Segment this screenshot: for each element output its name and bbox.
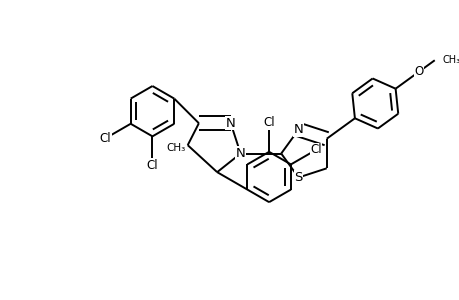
Text: Cl: Cl bbox=[263, 116, 274, 129]
Text: Cl: Cl bbox=[100, 132, 111, 145]
Text: CH₃: CH₃ bbox=[166, 143, 185, 153]
Text: N: N bbox=[235, 147, 245, 160]
Text: N: N bbox=[293, 123, 303, 136]
Text: S: S bbox=[294, 171, 302, 184]
Text: N: N bbox=[225, 117, 235, 130]
Text: Cl: Cl bbox=[146, 159, 158, 172]
Text: Cl: Cl bbox=[309, 143, 321, 156]
Text: CH₃: CH₃ bbox=[442, 55, 459, 65]
Text: O: O bbox=[414, 65, 423, 78]
